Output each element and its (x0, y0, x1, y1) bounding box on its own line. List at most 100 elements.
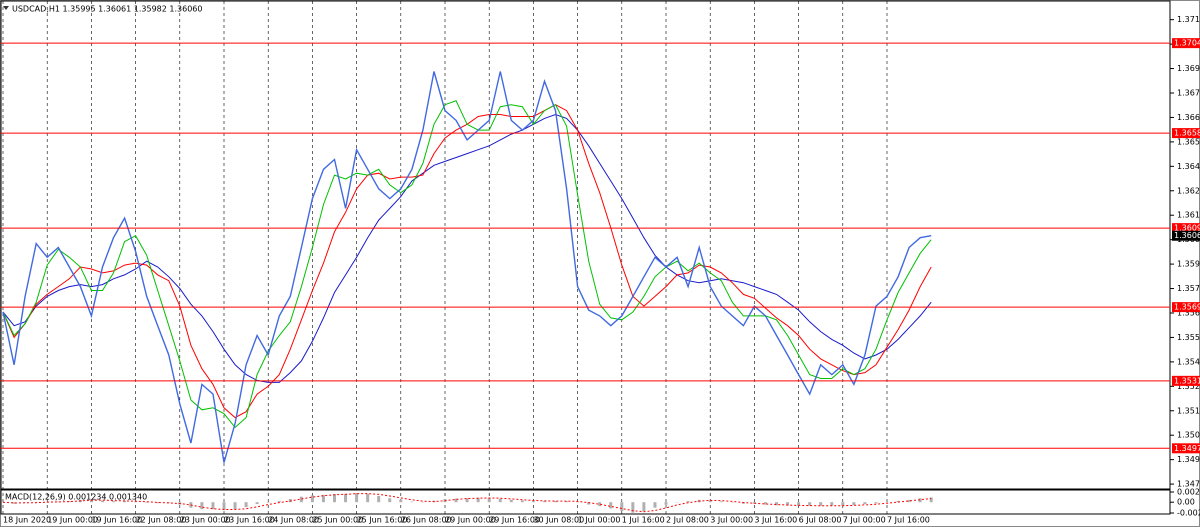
macd-bar (476, 497, 480, 503)
macd-bar (498, 498, 502, 503)
macd-bar (653, 502, 657, 508)
y-tick-label: 1.35040 (1177, 431, 1200, 440)
macd-bar (333, 494, 336, 503)
x-tick-label: 24 Jun 08:00 (268, 516, 319, 525)
x-tick-label: 30 Jun 08:00 (533, 516, 584, 525)
macd-bar (808, 502, 812, 506)
macd-bar (377, 495, 381, 503)
y-tick-label: 1.35915 (1177, 260, 1200, 269)
x-tick-label: 3 Jul 00:00 (710, 516, 753, 525)
level-tag (1172, 443, 1200, 454)
y-tick-label: 0.00 (1177, 498, 1195, 507)
x-tick-label: 25 Jun 00:00 (312, 516, 363, 525)
level-label: 1.35318 (1174, 376, 1200, 385)
y-tick-label: 1.36540 (1177, 137, 1200, 146)
macd-bar (929, 497, 933, 503)
macd-bar (609, 502, 613, 509)
macd-bar (200, 502, 204, 510)
macd-bar (620, 502, 624, 512)
macd-bar (531, 501, 535, 503)
main-panel (0, 0, 1171, 490)
macd-bar (487, 498, 491, 503)
x-tick-label: 29 Jun 16:00 (489, 516, 540, 525)
x-tick-label: 7 Jul 00:00 (843, 516, 886, 525)
macd-bar (211, 502, 215, 510)
macd-bar (775, 502, 778, 506)
macd-bar (554, 500, 557, 503)
macd-bar (520, 500, 524, 503)
x-tick-label: 2 Jul 08:00 (666, 516, 709, 525)
macd-title: MACD(12,26,9) 0.001234 0.001340 (5, 493, 147, 502)
y-tick-label: 1.37165 (1177, 15, 1200, 24)
macd-bar (145, 502, 149, 503)
x-tick-label: 25 Jun 16:00 (357, 516, 408, 525)
y-tick-label: 1.35290 (1177, 382, 1200, 391)
y-tick-label: 1.35790 (1177, 284, 1200, 293)
y-tick-label: 1.36165 (1177, 211, 1200, 220)
macd-bar (830, 502, 834, 506)
macd-bar (465, 498, 469, 503)
x-tick-label: 19 Jun 16:00 (91, 516, 142, 525)
x-tick-label: 26 Jun 08:00 (401, 516, 452, 525)
macd-bar (852, 502, 856, 506)
y-tick-label: 1.35665 (1177, 308, 1200, 317)
macd-bar (244, 502, 248, 508)
macd-bar (112, 501, 115, 503)
x-tick-label: 29 Jun 00:00 (445, 516, 496, 525)
macd-bar (896, 500, 900, 503)
y-tick-label: 1.36415 (1177, 162, 1200, 171)
current-price-label: 1.36060 (1174, 231, 1200, 240)
x-tick-label: 23 Jun 16:00 (224, 516, 275, 525)
x-tick-label: 1 Jul 16:00 (622, 516, 665, 525)
chart-title: USDCAD,H1 1.35995 1.36061 1.35982 1.3606… (12, 5, 202, 14)
macd-bar (156, 502, 160, 504)
y-tick-label: -0.00290 (1177, 509, 1200, 518)
current-price-tag (1172, 230, 1200, 241)
series-line (2, 113, 932, 383)
level-label: 1.36099 (1174, 224, 1200, 233)
macd-bar (841, 502, 845, 506)
macd-bar (123, 500, 127, 503)
macd-bar (797, 502, 801, 506)
macd-bar (708, 500, 712, 503)
macd-bar (786, 502, 790, 506)
macd-bar (56, 501, 60, 503)
macd-bar (907, 499, 911, 503)
macd-bar (763, 502, 767, 505)
level-tag (1172, 375, 1200, 386)
macd-bar (233, 502, 237, 510)
macd-bar (399, 499, 403, 503)
macd-bar (454, 498, 458, 503)
macd-bar (631, 502, 635, 513)
macd-bar (310, 495, 314, 503)
x-tick-label: 23 Jun 00:00 (180, 516, 231, 525)
macd-bar (299, 496, 303, 503)
level-label: 1.34973 (1174, 444, 1200, 453)
x-tick-label: 7 Jul 16:00 (887, 516, 930, 525)
level-label: 1.35695 (1174, 303, 1200, 312)
macd-bar (222, 502, 226, 511)
series-line (2, 71, 932, 463)
x-tick-label: 22 Jun 08:00 (136, 516, 187, 525)
x-tick-label: 18 Jun 2020 (3, 516, 51, 525)
series-line (2, 100, 932, 429)
macd-bar (598, 502, 602, 507)
macd-bar (100, 500, 104, 503)
macd-bar (89, 499, 93, 503)
macd-bar (355, 493, 359, 503)
macd-bar (863, 502, 867, 505)
y-tick-label: 1.36665 (1177, 113, 1200, 122)
macd-bar (410, 501, 414, 503)
macd-bar (321, 494, 325, 503)
y-tick-label: 1.34790 (1177, 480, 1200, 489)
x-tick-label: 6 Jul 08:00 (799, 516, 842, 525)
title-icon (3, 6, 9, 10)
macd-bar (509, 499, 513, 503)
y-tick-label: 1.35165 (1177, 406, 1200, 415)
y-tick-label: 1.35415 (1177, 357, 1200, 366)
y-tick-label: 1.35540 (1177, 333, 1200, 342)
level-label: 1.36585 (1174, 129, 1200, 138)
